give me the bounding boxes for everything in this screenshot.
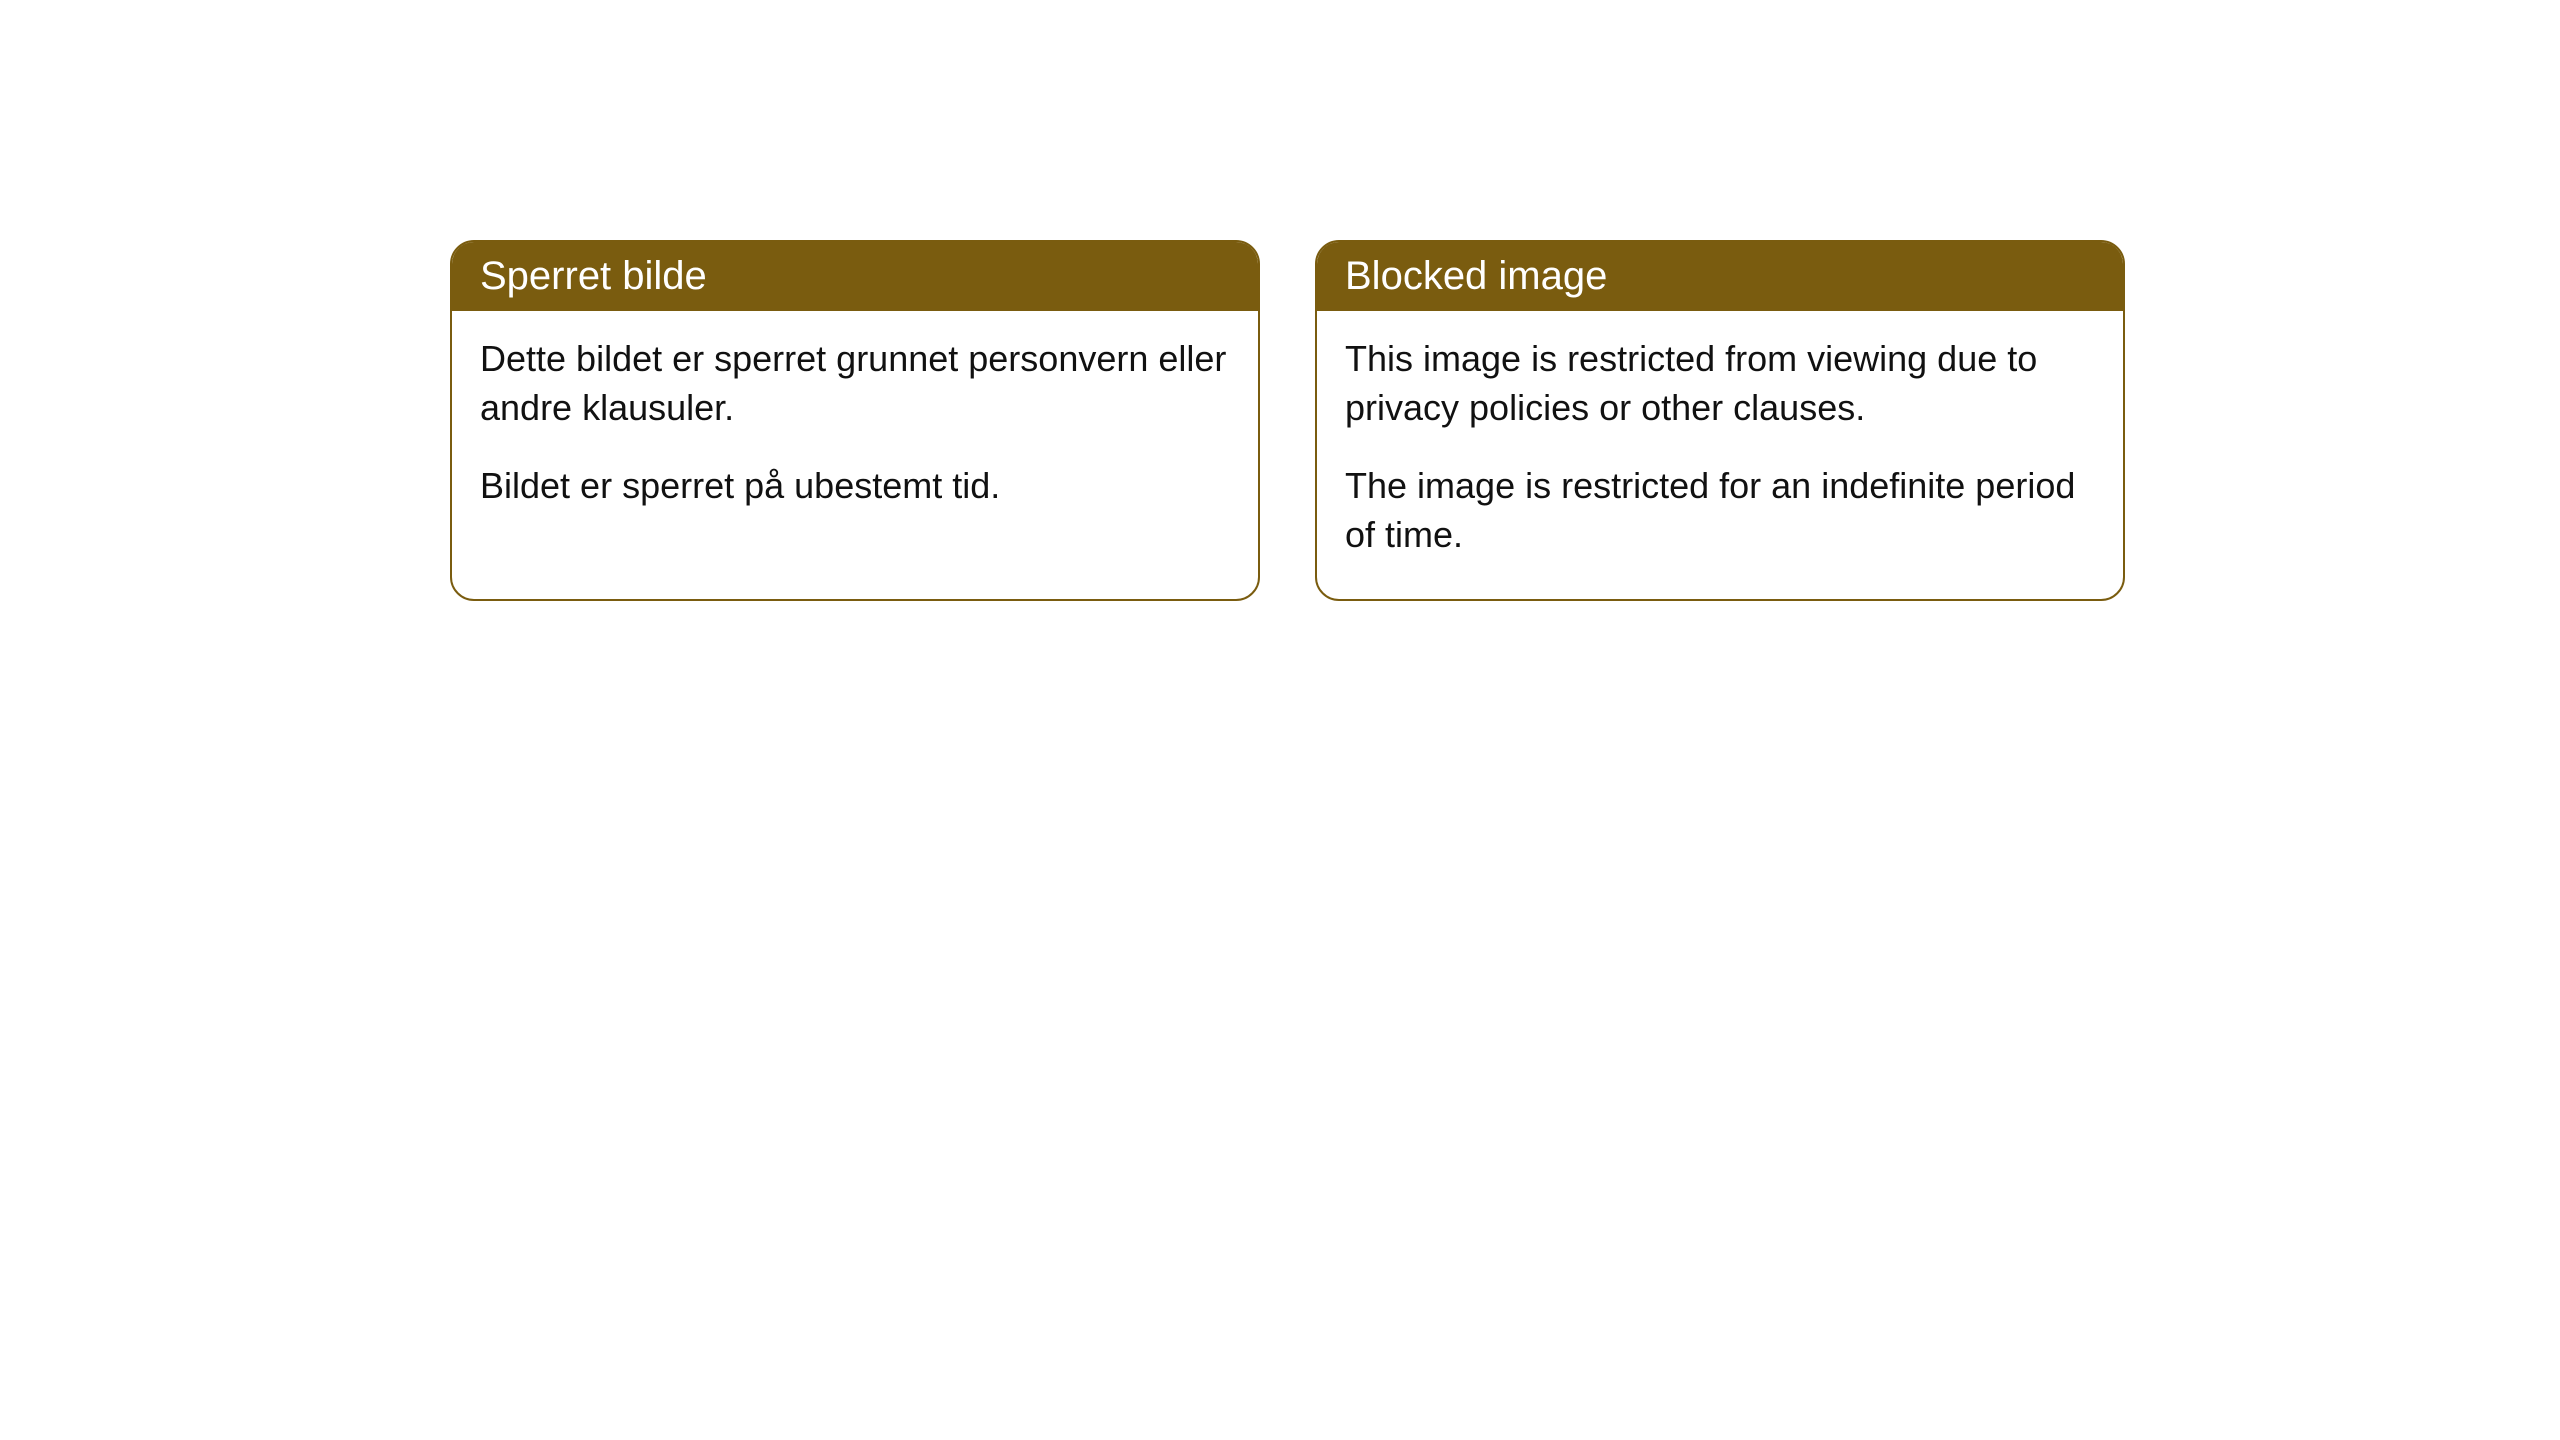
card-paragraph-2-en: The image is restricted for an indefinit… [1345,462,2095,559]
card-paragraph-1-en: This image is restricted from viewing du… [1345,335,2095,432]
card-header-en: Blocked image [1317,242,2123,311]
card-body-en: This image is restricted from viewing du… [1317,311,2123,599]
card-body-no: Dette bildet er sperret grunnet personve… [452,311,1258,551]
cards-container: Sperret bilde Dette bildet er sperret gr… [450,240,2125,601]
card-header-no: Sperret bilde [452,242,1258,311]
card-paragraph-1-no: Dette bildet er sperret grunnet personve… [480,335,1230,432]
blocked-image-card-no: Sperret bilde Dette bildet er sperret gr… [450,240,1260,601]
blocked-image-card-en: Blocked image This image is restricted f… [1315,240,2125,601]
card-paragraph-2-no: Bildet er sperret på ubestemt tid. [480,462,1230,511]
